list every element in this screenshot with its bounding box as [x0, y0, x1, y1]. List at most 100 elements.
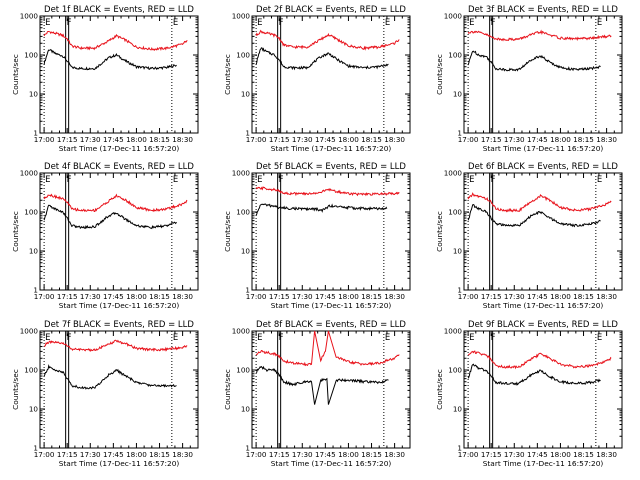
lld-series-line	[43, 31, 188, 52]
x-tick-label: 18:15	[573, 135, 594, 144]
x-tick-label: 17:30	[292, 292, 313, 301]
y-tick-label: 10	[29, 247, 39, 256]
y-axis-label: Counts/sec	[223, 211, 232, 252]
x-tick-label: 17:30	[80, 135, 101, 144]
plot-frame	[39, 330, 199, 449]
flag-label: E	[385, 18, 390, 28]
y-tick-label: 10	[241, 247, 251, 256]
lld-series-line	[255, 186, 400, 197]
x-tick-label: 18:30	[596, 450, 617, 459]
x-tick-label: 18:15	[149, 135, 170, 144]
x-axis-label: Start Time (17-Dec-11 16:57:20)	[483, 144, 604, 153]
x-tick-label: 17:00	[34, 292, 55, 301]
x-tick-label: 17:30	[292, 450, 313, 459]
events-series-line	[43, 48, 177, 71]
lld-series-line	[467, 192, 612, 213]
flag-label: F	[491, 18, 496, 28]
x-tick-label: 17:45	[315, 135, 336, 144]
lld-series-line	[43, 339, 188, 353]
y-tick-label: 10	[241, 90, 251, 99]
events-series-line	[43, 204, 177, 230]
x-tick-label: 17:30	[80, 292, 101, 301]
flag-label: E	[385, 333, 390, 343]
x-axis-label: Start Time (17-Dec-11 16:57:20)	[59, 301, 180, 310]
x-tick-label: 17:45	[103, 135, 124, 144]
y-tick-label: 1	[245, 129, 250, 138]
x-tick-label: 17:45	[315, 450, 336, 459]
x-tick-label: 18:15	[573, 292, 594, 301]
x-tick-label: 17:15	[481, 135, 502, 144]
y-axis-label: Counts/sec	[11, 369, 20, 410]
y-tick-label: 100	[236, 366, 250, 375]
y-tick-label: 10	[453, 247, 463, 256]
x-tick-label: 17:30	[504, 450, 525, 459]
y-tick-label: 1000	[232, 12, 251, 21]
flag-label: E	[45, 175, 50, 185]
x-tick-label: 18:15	[361, 135, 382, 144]
x-tick-label: 18:30	[384, 135, 405, 144]
y-axis-label: Counts/sec	[435, 211, 444, 252]
x-tick-label: 17:15	[57, 292, 78, 301]
x-tick-label: 18:15	[149, 292, 170, 301]
x-tick-label: 17:45	[527, 292, 548, 301]
x-axis-label: Start Time (17-Dec-11 16:57:20)	[271, 301, 392, 310]
y-tick-label: 1000	[20, 12, 39, 21]
y-tick-label: 10	[241, 405, 251, 414]
y-tick-label: 1	[33, 129, 38, 138]
plot-frame	[463, 15, 623, 134]
plot-frame	[463, 172, 623, 291]
flag-label: E	[45, 333, 50, 343]
chart-panel: Det 8f BLACK = Events, RED = LLD 1 10 100 10…	[223, 320, 411, 468]
x-tick-label: 18:15	[361, 450, 382, 459]
chart-title: Det 6f BLACK = Events, RED = LLD	[468, 162, 618, 172]
x-tick-label: 17:30	[504, 135, 525, 144]
plot-frame	[251, 330, 411, 449]
x-tick-label: 18:00	[338, 292, 359, 301]
x-tick-label: 17:00	[246, 450, 267, 459]
x-tick-label: 18:30	[172, 135, 193, 144]
plot-frame	[463, 330, 623, 449]
chart-title: Det 9f BLACK = Events, RED = LLD	[468, 320, 618, 330]
y-tick-label: 100	[448, 51, 462, 60]
y-tick-label: 1000	[232, 169, 251, 178]
x-tick-label: 17:00	[458, 135, 479, 144]
lld-series-line	[43, 193, 188, 213]
x-tick-label: 17:30	[504, 292, 525, 301]
chart-panel: Det 1f BLACK = Events, RED = LLD 1 10 100 10…	[11, 5, 199, 153]
y-tick-label: 100	[24, 208, 38, 217]
y-tick-label: 10	[453, 405, 463, 414]
x-tick-label: 17:00	[246, 135, 267, 144]
x-tick-label: 18:30	[596, 292, 617, 301]
flag-label: F	[279, 175, 284, 185]
y-tick-label: 1	[33, 444, 38, 453]
x-tick-label: 18:15	[149, 450, 170, 459]
x-axis-label: Start Time (17-Dec-11 16:57:20)	[271, 459, 392, 468]
y-tick-label: 1	[245, 444, 250, 453]
y-tick-label: 1000	[444, 169, 463, 178]
x-axis-label: Start Time (17-Dec-11 16:57:20)	[483, 459, 604, 468]
x-tick-label: 17:15	[481, 450, 502, 459]
chart-title: Det 1f BLACK = Events, RED = LLD	[44, 5, 194, 15]
flag-label: E	[469, 175, 474, 185]
x-tick-label: 18:00	[338, 135, 359, 144]
events-series-line	[255, 203, 388, 216]
lld-series-line	[255, 29, 400, 51]
y-axis-label: Counts/sec	[11, 211, 20, 252]
flag-label: F	[491, 175, 496, 185]
chart-panel: Det 7f BLACK = Events, RED = LLD 1 10 100 10…	[11, 320, 199, 468]
y-tick-label: 1000	[232, 327, 251, 336]
y-axis-label: Counts/sec	[223, 54, 232, 95]
x-tick-label: 18:30	[172, 450, 193, 459]
x-axis-label: Start Time (17-Dec-11 16:57:20)	[59, 144, 180, 153]
y-tick-label: 100	[236, 208, 250, 217]
chart-title: Det 4f BLACK = Events, RED = LLD	[44, 162, 194, 172]
flag-label: F	[67, 18, 72, 28]
events-series-line	[255, 365, 389, 405]
y-tick-label: 1000	[444, 327, 463, 336]
x-tick-label: 17:15	[57, 450, 78, 459]
flag-label: E	[257, 175, 262, 185]
y-tick-label: 100	[448, 366, 462, 375]
x-tick-label: 18:00	[126, 135, 147, 144]
